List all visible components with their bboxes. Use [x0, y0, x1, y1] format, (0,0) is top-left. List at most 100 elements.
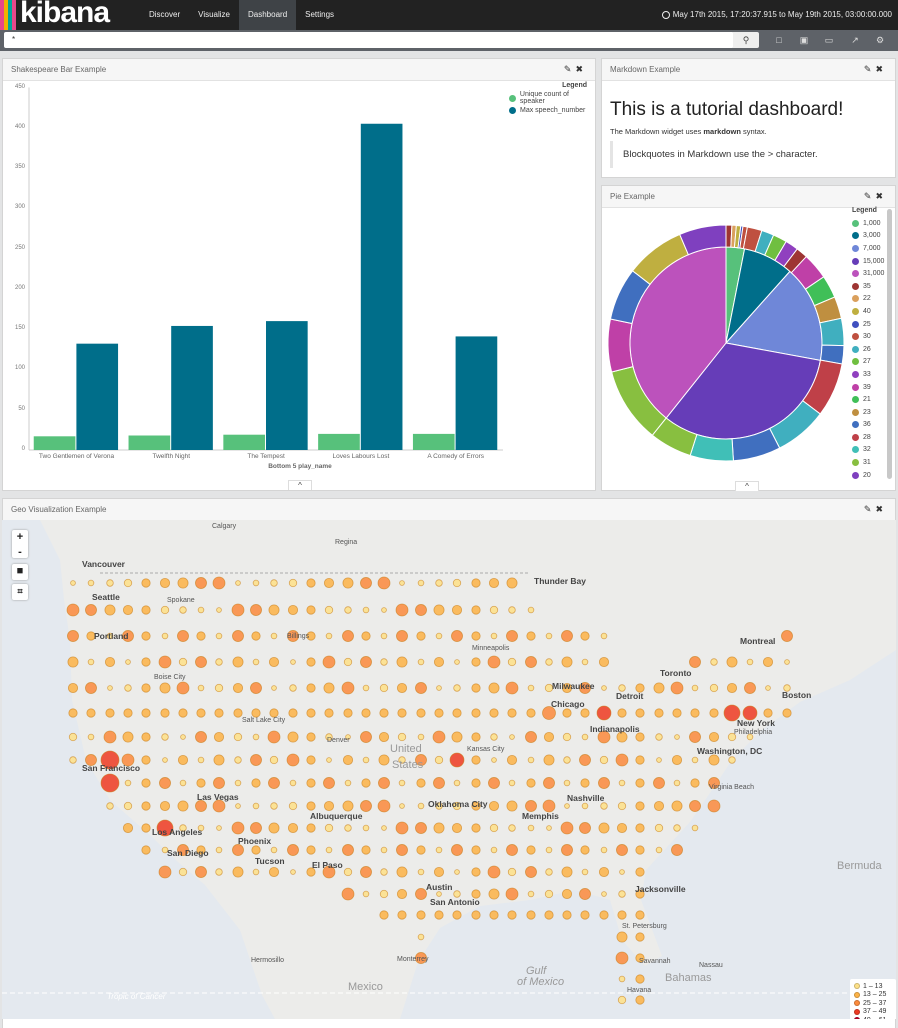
map-marker[interactable] — [635, 953, 645, 963]
map-marker[interactable] — [212, 576, 226, 590]
map-marker[interactable] — [86, 631, 96, 641]
map-marker[interactable] — [232, 656, 244, 668]
map-marker[interactable] — [618, 890, 626, 898]
map-marker[interactable] — [580, 910, 590, 920]
map-marker[interactable] — [689, 800, 701, 812]
map-marker[interactable] — [379, 910, 389, 920]
map-marker[interactable] — [177, 844, 189, 856]
map-marker[interactable] — [635, 732, 645, 742]
map-marker[interactable] — [436, 685, 442, 691]
map-marker[interactable] — [416, 778, 426, 788]
map-marker[interactable] — [781, 630, 793, 642]
map-marker[interactable] — [287, 604, 299, 616]
map-marker[interactable] — [232, 630, 244, 642]
map-marker[interactable] — [490, 846, 498, 854]
map-marker[interactable] — [600, 846, 608, 854]
map-marker[interactable] — [542, 706, 556, 720]
map-marker[interactable] — [179, 606, 187, 614]
map-marker[interactable] — [619, 869, 625, 875]
map-marker[interactable] — [433, 777, 445, 789]
map-marker[interactable] — [526, 631, 536, 641]
map-marker[interactable] — [215, 846, 223, 854]
map-marker[interactable] — [742, 705, 758, 721]
map-marker[interactable] — [343, 867, 353, 877]
map-marker[interactable] — [271, 685, 277, 691]
map-marker[interactable] — [544, 683, 554, 693]
map-marker[interactable] — [415, 682, 427, 694]
map-marker[interactable] — [288, 578, 298, 588]
map-marker[interactable] — [433, 866, 445, 878]
new-dashboard-icon[interactable]: □ — [776, 35, 782, 45]
map-marker[interactable] — [689, 731, 701, 743]
map-marker[interactable] — [177, 800, 189, 812]
map-marker[interactable] — [378, 754, 390, 766]
map-marker[interactable] — [562, 732, 572, 742]
map-marker[interactable] — [362, 606, 370, 614]
map-marker[interactable] — [342, 630, 354, 642]
map-marker[interactable] — [417, 733, 425, 741]
map-marker[interactable] — [306, 823, 316, 833]
map-marker[interactable] — [213, 731, 225, 743]
map-marker[interactable] — [233, 708, 243, 718]
map-marker[interactable] — [100, 773, 120, 793]
map-marker[interactable] — [360, 731, 372, 743]
map-marker[interactable] — [635, 867, 645, 877]
map-marker[interactable] — [708, 731, 720, 743]
map-marker[interactable] — [727, 732, 737, 742]
map-marker[interactable] — [398, 756, 406, 764]
map-marker[interactable] — [306, 845, 316, 855]
map-marker[interactable] — [618, 779, 626, 787]
map-marker[interactable] — [656, 757, 662, 763]
map-marker[interactable] — [489, 910, 499, 920]
map[interactable]: Vancouver Seattle Portland San Francisco Los… — [2, 520, 896, 1019]
map-marker[interactable] — [160, 708, 170, 718]
map-marker[interactable] — [105, 708, 115, 718]
map-marker[interactable] — [399, 580, 405, 586]
map-marker[interactable] — [178, 657, 188, 667]
map-marker[interactable] — [580, 631, 590, 641]
map-marker[interactable] — [471, 778, 481, 788]
map-marker[interactable] — [616, 822, 628, 834]
map-marker[interactable] — [708, 754, 720, 766]
map-marker[interactable] — [215, 868, 223, 876]
map-marker[interactable] — [581, 868, 589, 876]
map-marker[interactable] — [123, 578, 133, 588]
share-icon[interactable]: ↗ — [851, 35, 859, 45]
map-marker[interactable] — [362, 824, 370, 832]
bar-unique-speaker[interactable] — [128, 435, 171, 451]
map-marker[interactable] — [508, 606, 516, 614]
close-icon[interactable]: ✖ — [575, 64, 587, 74]
map-marker[interactable] — [670, 681, 684, 695]
map-marker[interactable] — [417, 802, 425, 810]
map-marker[interactable] — [417, 658, 425, 666]
map-marker[interactable] — [270, 802, 278, 810]
map-marker[interactable] — [159, 577, 171, 589]
map-marker[interactable] — [306, 778, 316, 788]
map-marker[interactable] — [196, 778, 206, 788]
map-marker[interactable] — [196, 631, 206, 641]
map-marker[interactable] — [361, 845, 371, 855]
map-marker[interactable] — [433, 656, 445, 668]
map-marker[interactable] — [527, 606, 535, 614]
map-marker[interactable] — [527, 684, 535, 692]
map-marker[interactable] — [122, 630, 134, 642]
bar-unique-speaker[interactable] — [33, 436, 76, 450]
map-marker[interactable] — [141, 578, 151, 588]
map-marker[interactable] — [598, 656, 610, 668]
map-marker[interactable] — [709, 683, 719, 693]
legend-item[interactable]: 7,000 — [852, 242, 884, 255]
map-marker[interactable] — [561, 888, 573, 900]
map-marker[interactable] — [68, 708, 78, 718]
map-marker[interactable] — [324, 823, 334, 833]
map-marker[interactable] — [306, 755, 316, 765]
map-marker[interactable] — [726, 656, 738, 668]
map-marker[interactable] — [471, 801, 481, 811]
map-marker[interactable] — [86, 708, 96, 718]
legend-item[interactable]: 27 — [852, 356, 884, 369]
map-marker[interactable] — [581, 733, 589, 741]
map-marker[interactable] — [451, 630, 463, 642]
map-marker[interactable] — [123, 708, 133, 718]
map-marker[interactable] — [635, 910, 645, 920]
map-marker[interactable] — [542, 799, 556, 813]
map-marker[interactable] — [362, 890, 370, 898]
